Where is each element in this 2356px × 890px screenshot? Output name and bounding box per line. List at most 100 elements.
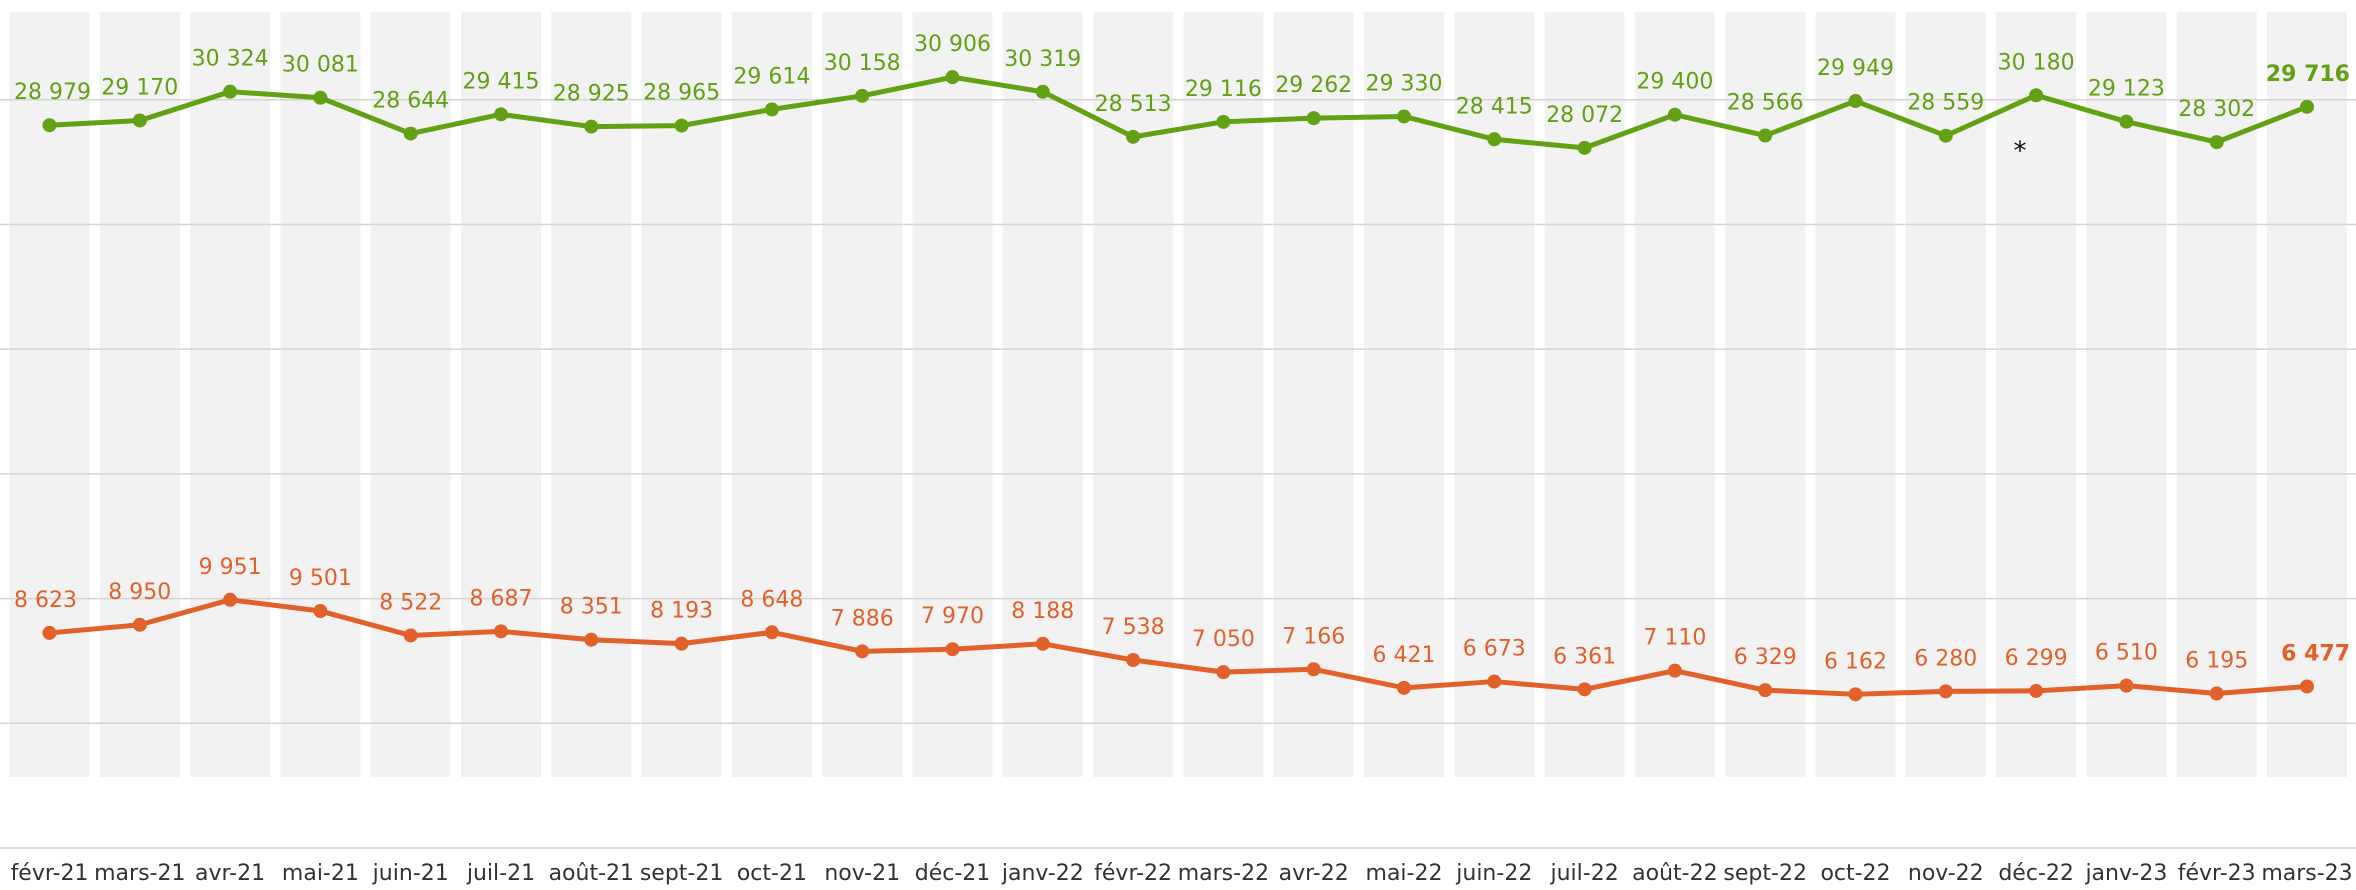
data-label: 6 280 <box>1914 646 1977 671</box>
data-point <box>1938 128 1953 143</box>
data-point <box>1577 140 1592 155</box>
data-label: 30 081 <box>282 53 359 78</box>
data-label: 8 623 <box>14 588 77 613</box>
data-label: 29 716 <box>2266 62 2350 87</box>
data-point <box>1216 114 1231 129</box>
data-label: 29 415 <box>463 69 540 94</box>
x-tick-label: avr-21 <box>195 861 265 886</box>
data-point <box>1848 94 1863 109</box>
data-point <box>1758 683 1773 698</box>
column-band <box>1634 12 1715 777</box>
data-label: 7 050 <box>1192 627 1255 652</box>
data-label: 28 559 <box>1907 91 1984 116</box>
x-tick-label: janv-23 <box>2084 861 2167 886</box>
data-label: 6 477 <box>2281 641 2350 666</box>
annotation: * <box>2014 137 2027 167</box>
column-band <box>1454 12 1535 777</box>
data-label: 8 193 <box>650 599 713 624</box>
data-point <box>2209 135 2224 150</box>
data-label: 8 188 <box>1011 599 1074 624</box>
x-tick-label: sept-21 <box>640 861 724 886</box>
data-label: 8 950 <box>108 580 171 605</box>
data-label: 6 195 <box>2185 648 2248 673</box>
column-band <box>912 12 993 777</box>
data-point <box>2029 88 2044 103</box>
data-point <box>223 84 238 99</box>
x-tick-label: nov-21 <box>824 861 900 886</box>
data-point <box>584 632 599 647</box>
column-band <box>1273 12 1354 777</box>
data-point <box>1487 132 1502 147</box>
x-tick-label: août-22 <box>1632 861 1717 886</box>
data-point <box>1758 128 1773 143</box>
data-point <box>945 70 960 85</box>
data-label: 6 329 <box>1734 645 1797 670</box>
data-label: 28 566 <box>1727 91 1804 116</box>
x-tick-label: oct-21 <box>737 861 807 886</box>
column-band <box>461 12 541 777</box>
data-label: 28 302 <box>2178 97 2255 122</box>
x-tick-label: juil-22 <box>1549 861 1618 886</box>
data-point <box>1126 129 1141 144</box>
data-point <box>2029 683 2044 698</box>
data-label: 7 110 <box>1643 626 1706 651</box>
data-point <box>132 113 147 128</box>
data-label: 28 979 <box>14 80 91 105</box>
column-band <box>1996 12 2077 777</box>
x-tick-label: juin-22 <box>1455 861 1532 886</box>
data-label: 28 415 <box>1456 94 1533 119</box>
data-label: 29 123 <box>2088 77 2165 102</box>
column-band <box>280 12 361 777</box>
data-point <box>2209 686 2224 701</box>
column-band <box>1183 12 1264 777</box>
series-line <box>49 74 2308 151</box>
data-label: 6 299 <box>2005 646 2068 671</box>
x-tick-label: mars-23 <box>2261 861 2352 886</box>
data-point <box>2119 114 2134 129</box>
data-label: 6 162 <box>1824 649 1887 674</box>
x-tick-label: mai-21 <box>282 861 359 886</box>
data-point <box>764 625 779 640</box>
column-band <box>551 12 632 777</box>
data-label: 7 538 <box>1102 615 1165 640</box>
x-tick-label: mars-21 <box>94 861 185 886</box>
data-label: 6 421 <box>1373 643 1436 668</box>
x-tick-label: déc-21 <box>915 861 991 886</box>
data-label: 29 400 <box>1636 70 1713 95</box>
data-point <box>494 624 508 639</box>
data-label: 8 351 <box>560 595 623 620</box>
column-band <box>1364 12 1444 777</box>
data-point <box>2300 679 2314 694</box>
x-tick-label: juil-21 <box>466 861 535 886</box>
x-tick-label: févr-21 <box>11 861 89 886</box>
data-label: 8 648 <box>740 587 803 612</box>
column-band <box>190 12 271 777</box>
column-band <box>731 12 812 777</box>
data-label: 9 951 <box>199 555 262 580</box>
data-label: 29 116 <box>1185 77 1262 102</box>
data-point <box>945 642 960 657</box>
data-point <box>1938 684 1953 699</box>
x-tick-label: oct-22 <box>1820 861 1890 886</box>
data-point <box>494 107 508 122</box>
data-point <box>1216 665 1231 680</box>
data-label: 30 324 <box>192 47 269 72</box>
data-point <box>1035 636 1050 651</box>
data-label: 7 166 <box>1282 624 1345 649</box>
x-tick-label: juin-21 <box>372 861 449 886</box>
data-label: 29 170 <box>101 75 178 100</box>
data-point <box>1848 687 1863 702</box>
x-tick-label: févr-23 <box>2178 861 2256 886</box>
data-label: 28 072 <box>1546 103 1623 128</box>
data-point <box>1487 674 1502 689</box>
column-band <box>1815 12 1896 777</box>
data-label: 6 673 <box>1463 637 1526 662</box>
data-label: 29 949 <box>1817 56 1894 81</box>
data-label: 8 687 <box>470 586 533 611</box>
column-band <box>99 12 180 777</box>
data-point <box>313 604 328 619</box>
data-point <box>1577 682 1592 697</box>
data-point <box>42 625 57 640</box>
column-band <box>9 12 90 777</box>
data-label: 7 970 <box>921 604 984 629</box>
